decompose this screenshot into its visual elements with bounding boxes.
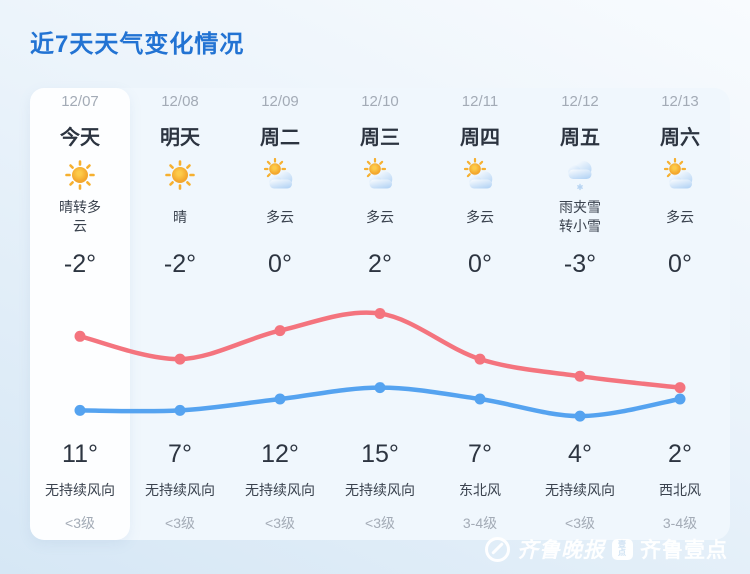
- sunny-icon: [165, 160, 195, 190]
- wind-level-label: <3级: [365, 514, 395, 531]
- sunny-icon: [65, 160, 95, 190]
- low-temp-label: 0°: [668, 249, 692, 278]
- condition-label: 雨夹雪转小雪: [559, 199, 601, 234]
- condition-label: 晴转多云: [59, 199, 101, 234]
- partly-cloudy-icon: [363, 158, 393, 189]
- day-label: 周三: [360, 126, 400, 149]
- date-label: 12/13: [661, 92, 699, 110]
- date-label: 12/11: [461, 92, 499, 110]
- high-temp-label: 7°: [468, 439, 492, 468]
- sleet-icon: [568, 161, 592, 191]
- low-temp-label: -3°: [563, 249, 597, 278]
- high-temp-label: 4°: [568, 439, 592, 468]
- wind-direction-label: 东北风: [459, 482, 501, 498]
- condition-label: 多云: [266, 208, 294, 225]
- date-label: 12/10: [361, 92, 399, 110]
- partly-cloudy-icon: [463, 158, 493, 189]
- low-temp-label: 0°: [268, 249, 292, 278]
- high-temp-label: 12°: [261, 439, 299, 468]
- low-temp-label: -2°: [63, 249, 97, 278]
- high-temp-label: 7°: [168, 439, 192, 468]
- watermark-brand-qilu-yidian: 齐鲁壹点: [640, 539, 728, 562]
- date-label: 12/12: [561, 92, 599, 110]
- watermark-brand-qilu-wanbao: 齐鲁晚报: [517, 539, 605, 562]
- high-temp-label: 15°: [361, 439, 399, 468]
- forecast-day-column[interactable]: 12/12 周五 雨夹雪转小雪 -3° 4° 无持续风向 <3级: [530, 88, 630, 540]
- weather-icon-holder: [262, 156, 298, 194]
- weather-icon-holder: [662, 156, 698, 194]
- wind-direction-label: 无持续风向: [545, 482, 615, 498]
- high-temp-label: 11°: [62, 439, 98, 468]
- forecast-day-column[interactable]: 12/09 周二 多云 0° 12° 无持续风向 <3级: [230, 88, 330, 540]
- weather-icon-holder: [562, 156, 598, 194]
- weather-icon-holder: [63, 156, 97, 194]
- wind-direction-label: 无持续风向: [245, 482, 315, 498]
- day-label: 周五: [560, 126, 600, 149]
- day-label: 明天: [160, 126, 200, 149]
- page-title: 近7天天气变化情况: [30, 31, 245, 58]
- wind-direction-label: 无持续风向: [345, 482, 415, 498]
- low-temp-label: -2°: [163, 249, 197, 278]
- wind-level-label: 3-4级: [662, 514, 698, 531]
- wind-level-label: 3-4级: [462, 514, 498, 531]
- weather-icon-holder: [462, 156, 498, 194]
- forecast-columns: 12/07 今天 晴转多云 -2° 11° 无持续风向 <3级 12/08 明天…: [30, 88, 730, 540]
- forecast-day-column[interactable]: 12/08 明天 晴 -2° 7° 无持续风向 <3级: [130, 88, 230, 540]
- wind-level-label: <3级: [65, 514, 95, 531]
- wind-direction-label: 无持续风向: [145, 482, 215, 498]
- forecast-day-column[interactable]: 12/11 周四 多云 0° 7° 东北风 3-4级: [430, 88, 530, 540]
- qilu-yidian-badge-icon: 壹点: [612, 538, 633, 560]
- day-label: 周二: [260, 126, 300, 149]
- wind-level-label: <3级: [265, 514, 295, 531]
- low-temp-label: 2°: [368, 249, 392, 278]
- day-label: 周四: [460, 126, 500, 149]
- forecast-day-column[interactable]: 12/13 周六 多云 0° 2° 西北风 3-4级: [630, 88, 730, 540]
- wind-direction-label: 无持续风向: [45, 482, 115, 498]
- wind-direction-label: 西北风: [659, 482, 701, 498]
- forecast-panel: 12/07 今天 晴转多云 -2° 11° 无持续风向 <3级 12/08 明天…: [30, 88, 730, 540]
- day-label: 周六: [660, 126, 700, 149]
- weather-icon-holder: [163, 156, 197, 194]
- wind-level-label: <3级: [165, 514, 195, 531]
- condition-label: 多云: [466, 208, 494, 225]
- condition-label: 多云: [666, 208, 694, 225]
- qilu-evening-news-logo-icon: [485, 536, 510, 562]
- partly-cloudy-icon: [663, 158, 693, 189]
- date-label: 12/07: [61, 92, 99, 110]
- forecast-day-column[interactable]: 12/10 周三 多云 2° 15° 无持续风向 <3级: [330, 88, 430, 540]
- date-label: 12/09: [261, 92, 299, 110]
- weather-icon-holder: [362, 156, 398, 194]
- watermark: 齐鲁晚报 壹点 齐鲁壹点: [485, 534, 728, 564]
- high-temp-label: 2°: [668, 439, 692, 468]
- low-temp-label: 0°: [468, 249, 492, 278]
- day-label: 今天: [60, 126, 100, 149]
- partly-cloudy-icon: [263, 158, 293, 189]
- condition-label: 晴: [173, 208, 187, 225]
- forecast-day-column-today[interactable]: 12/07 今天 晴转多云 -2° 11° 无持续风向 <3级: [30, 88, 130, 540]
- wind-level-label: <3级: [565, 514, 595, 531]
- date-label: 12/08: [161, 92, 199, 110]
- condition-label: 多云: [366, 208, 394, 225]
